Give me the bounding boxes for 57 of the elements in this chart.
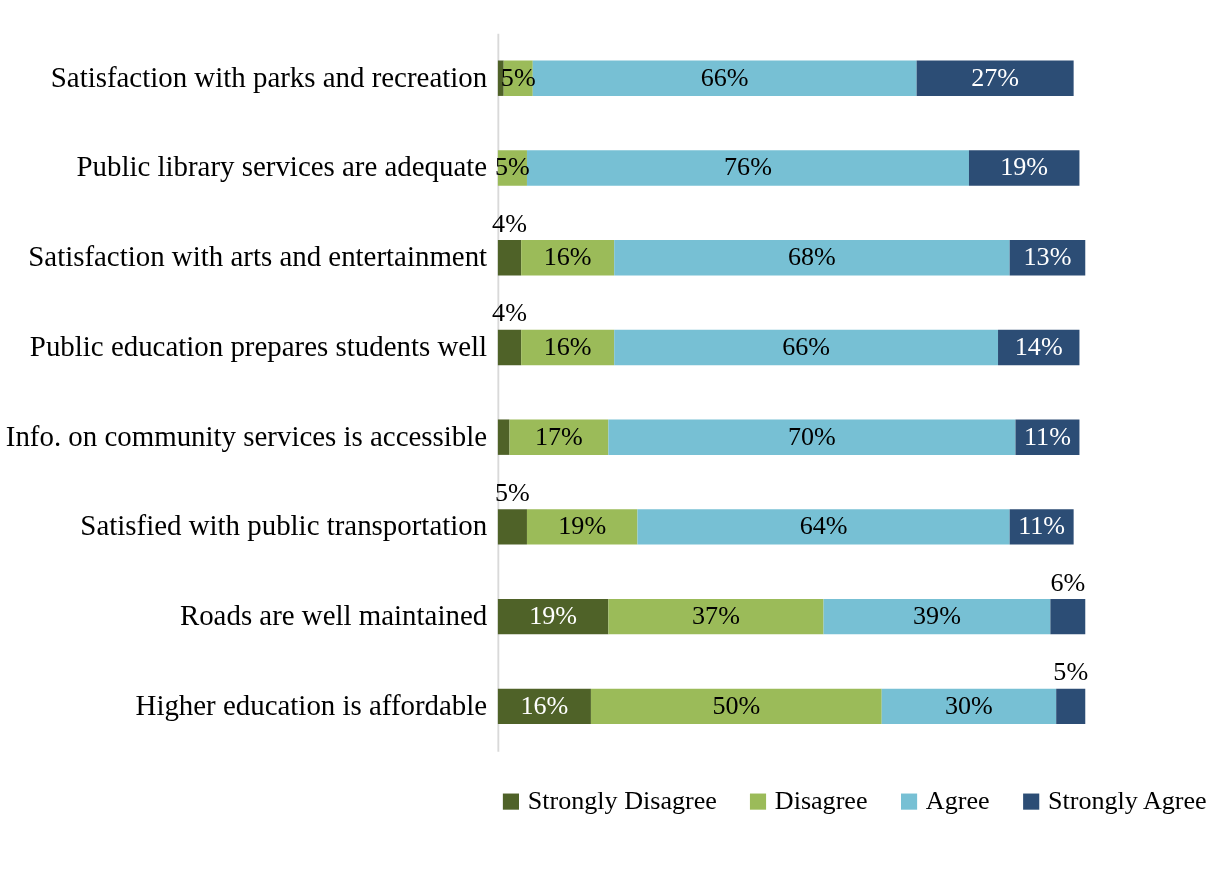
data-label: 17%: [535, 421, 583, 451]
data-label: 4%: [492, 298, 527, 328]
legend-label: Strongly Agree: [1047, 786, 1207, 816]
data-label: 70%: [788, 421, 836, 451]
data-label: 16%: [543, 242, 592, 272]
y-tick-label: Public library services are adequate: [76, 150, 488, 183]
legend-label: Strongly Disagree: [527, 786, 717, 816]
bar: [497, 509, 527, 545]
data-label: 19%: [558, 511, 607, 541]
bar: [614, 329, 999, 366]
y-tick-label: Roads are well maintained: [179, 599, 488, 632]
y-tick-label: Public education prepares students well: [29, 329, 488, 362]
bar: [497, 239, 522, 276]
bar: [608, 419, 1016, 455]
data-label: 64%: [799, 511, 848, 541]
data-label: 11%: [1024, 421, 1071, 451]
data-label: 5%: [495, 477, 530, 507]
data-label: 27%: [971, 62, 1020, 92]
data-label: 50%: [712, 690, 761, 720]
data-label: 6%: [1050, 567, 1086, 597]
bar: [608, 598, 824, 635]
data-label: 14%: [1014, 331, 1063, 361]
data-label: 19%: [1000, 152, 1049, 182]
bar: [590, 688, 882, 725]
bar: [497, 419, 510, 455]
bar: [1050, 598, 1086, 635]
data-label: 66%: [782, 331, 831, 361]
y-tick-label: Satisfaction with parks and recreation: [50, 60, 488, 93]
data-label: 16%: [543, 331, 592, 361]
bar: [1056, 688, 1086, 725]
data-label: 5%: [1053, 657, 1089, 687]
y-tick-label: Satisfied with public transportation: [80, 509, 488, 542]
bar: [916, 60, 1074, 96]
bar: [526, 509, 638, 545]
y-tick-label: Satisfaction with arts and entertainment: [28, 240, 488, 273]
data-label: 30%: [945, 690, 993, 720]
bar: [509, 419, 609, 455]
data-label: 4%: [492, 208, 527, 238]
data-label: 39%: [913, 601, 961, 631]
data-label: 16%: [520, 690, 569, 720]
data-label: 13%: [1023, 242, 1072, 272]
bar: [637, 509, 1010, 545]
legend-label: Disagree: [774, 786, 868, 816]
data-label: 37%: [692, 601, 740, 631]
bar: [614, 239, 1010, 276]
bar: [497, 329, 522, 366]
data-label: 11%: [1018, 511, 1066, 541]
bar: [968, 150, 1080, 186]
data-label: 19%: [529, 601, 578, 631]
legend-label: Agree: [925, 786, 990, 816]
data-label: 68%: [788, 242, 836, 272]
data-label: 66%: [700, 62, 749, 92]
y-tick-label: Higher education is affordable: [135, 688, 488, 721]
bar: [823, 598, 1051, 635]
y-tick-label: Info. on community services is accessible: [5, 419, 488, 452]
bar: [881, 688, 1057, 725]
data-label: 76%: [724, 152, 772, 182]
